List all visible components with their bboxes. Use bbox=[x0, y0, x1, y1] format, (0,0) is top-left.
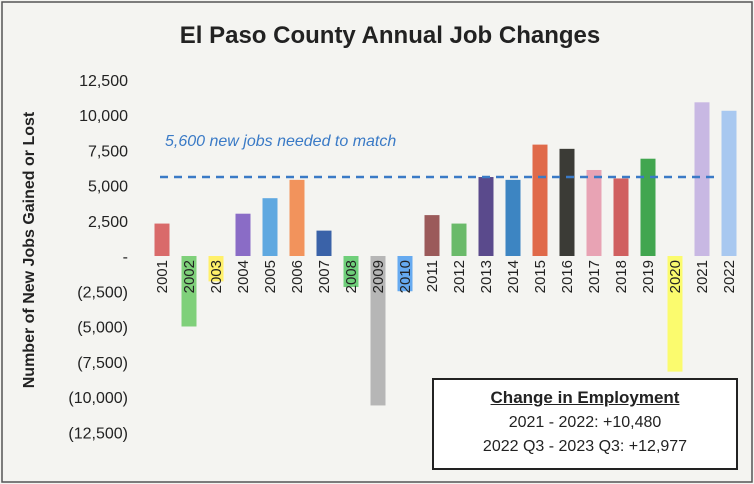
employment-change-line-1: 2021 - 2022: +10,480 bbox=[508, 414, 662, 431]
bar-2015 bbox=[532, 144, 548, 256]
x-tick-label: 2012 bbox=[451, 260, 468, 293]
x-tick-label: 2019 bbox=[640, 260, 657, 293]
bar-2007 bbox=[316, 230, 332, 256]
bar-2010 bbox=[397, 256, 413, 292]
y-tick-label: 12,500 bbox=[79, 73, 128, 90]
bar-2018 bbox=[613, 178, 629, 256]
x-tick-label: 2022 bbox=[721, 260, 738, 293]
bar-2011 bbox=[424, 215, 440, 256]
x-tick-label: 2009 bbox=[370, 260, 387, 293]
x-tick-label: 2021 bbox=[694, 260, 711, 293]
reference-line-label: 5,600 new jobs needed to match bbox=[165, 133, 396, 150]
y-axis-label-wrap: Number of New Jobs Gained or Lost bbox=[10, 70, 50, 430]
y-tick-label: (2,500) bbox=[77, 284, 128, 301]
y-axis-label: Number of New Jobs Gained or Lost bbox=[21, 111, 38, 389]
x-tick-label: 2002 bbox=[181, 260, 198, 293]
x-tick-label: 2018 bbox=[613, 260, 630, 293]
y-tick-label: 5,000 bbox=[88, 179, 128, 196]
x-tick-label: 2007 bbox=[316, 260, 333, 293]
y-tick-label: (12,500) bbox=[68, 425, 128, 442]
x-tick-label: 2016 bbox=[559, 260, 576, 293]
x-tick-label: 2011 bbox=[424, 260, 441, 292]
x-tick-label: 2017 bbox=[586, 260, 603, 293]
bar-2017 bbox=[586, 169, 602, 256]
bar-2004 bbox=[235, 213, 251, 256]
y-tick-label: (5,000) bbox=[77, 320, 128, 337]
bar-2022 bbox=[721, 110, 737, 257]
x-tick-label: 2015 bbox=[532, 260, 549, 293]
y-tick-label: 2,500 bbox=[88, 214, 128, 231]
bar-2005 bbox=[262, 198, 278, 256]
y-tick-label: (7,500) bbox=[77, 355, 128, 372]
bar-2002 bbox=[181, 256, 197, 327]
employment-change-box: Change in Employment 2021 - 2022: +10,48… bbox=[432, 378, 738, 470]
x-tick-label: 2006 bbox=[289, 260, 306, 293]
bar-2021 bbox=[694, 102, 710, 256]
employment-change-heading: Change in Employment bbox=[490, 388, 680, 407]
x-tick-label: 2020 bbox=[667, 260, 684, 293]
bar-2008 bbox=[343, 256, 359, 288]
x-tick-label: 2004 bbox=[235, 260, 252, 293]
bar-2013 bbox=[478, 177, 494, 256]
x-tick-label: 2013 bbox=[478, 260, 495, 293]
bar-2012 bbox=[451, 223, 467, 256]
bar-2019 bbox=[640, 158, 656, 256]
employment-change-line-2: 2022 Q3 - 2023 Q3: +12,977 bbox=[482, 438, 688, 455]
x-tick-label: 2003 bbox=[208, 260, 225, 293]
x-tick-label: 2001 bbox=[154, 260, 171, 293]
bar-2014 bbox=[505, 179, 521, 256]
chart-title: El Paso County Annual Job Changes bbox=[179, 22, 601, 49]
x-tick-label: 2005 bbox=[262, 260, 279, 293]
bar-2016 bbox=[559, 148, 575, 256]
y-tick-label: - bbox=[123, 249, 128, 266]
bar-2009 bbox=[370, 256, 386, 406]
x-tick-label: 2008 bbox=[343, 260, 360, 293]
bar-2020 bbox=[667, 256, 683, 372]
bar-2001 bbox=[154, 223, 170, 256]
bar-2003 bbox=[208, 256, 224, 282]
x-tick-label: 2010 bbox=[397, 260, 414, 293]
y-tick-label: (10,000) bbox=[68, 390, 128, 407]
x-tick-label: 2014 bbox=[505, 260, 522, 293]
y-tick-label: 10,000 bbox=[79, 108, 128, 125]
y-tick-label: 7,500 bbox=[88, 143, 128, 160]
bar-2006 bbox=[289, 179, 305, 256]
